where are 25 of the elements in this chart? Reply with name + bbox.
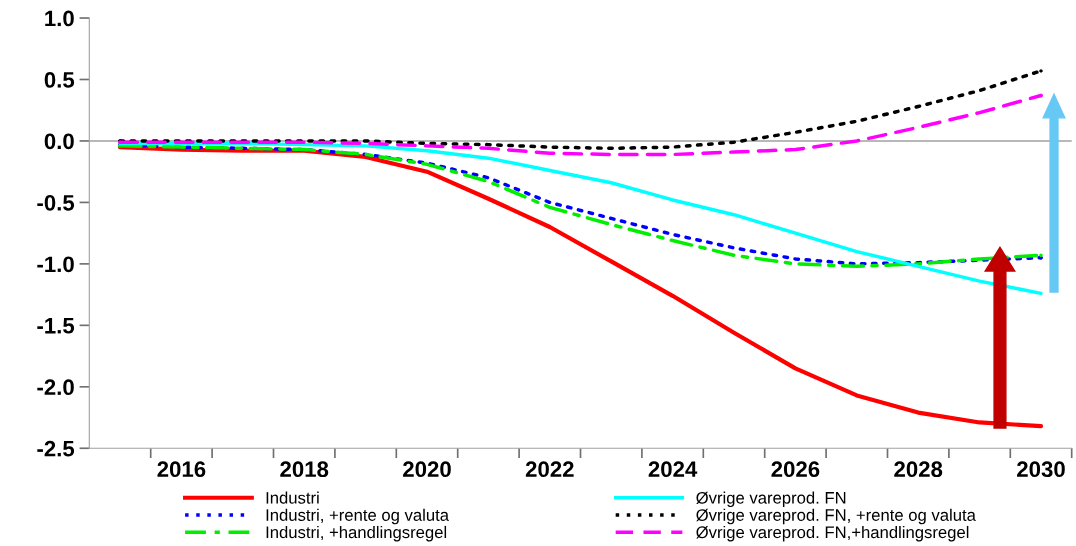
y-tick-label: -1.5 — [37, 318, 75, 334]
x-tick-label: 2016 — [157, 461, 206, 478]
y-tick-label: -2.0 — [37, 379, 74, 396]
y-tick-label: 1.0 — [45, 10, 74, 27]
x-tick-label: 2018 — [280, 461, 329, 478]
line-series — [117, 145, 1044, 429]
legend-label: Øvrige vareprod. FN, +rente og valuta — [696, 508, 976, 525]
y-tick-label: 0.5 — [44, 72, 75, 88]
x-tick-label: 2022 — [525, 461, 574, 478]
y-tick-label: 0.0 — [44, 133, 74, 150]
y-tick-label: -1.0 — [37, 256, 74, 273]
y-tick-label: -0.5 — [37, 194, 75, 211]
legend-label: Industri, +handlingsregel — [266, 525, 447, 542]
x-tick-label: 2024 — [648, 461, 698, 478]
x-tick-label: 2026 — [771, 461, 820, 478]
legend-label: Øvrige vareprod. FN,+handlingsregel — [696, 525, 969, 542]
legend-label: Industri — [266, 491, 319, 504]
x-tick-label: 2020 — [403, 461, 451, 478]
line-series — [118, 93, 1043, 157]
y-tick-label: -2.5 — [37, 440, 75, 457]
legend-label: Industri, +rente og valuta — [266, 508, 450, 525]
x-tick-label: 2028 — [894, 461, 943, 478]
point — [1039, 69, 1043, 73]
legend-label: Øvrige vareprod. FN — [696, 491, 846, 508]
x-tick-label: 2030 — [1017, 461, 1065, 478]
